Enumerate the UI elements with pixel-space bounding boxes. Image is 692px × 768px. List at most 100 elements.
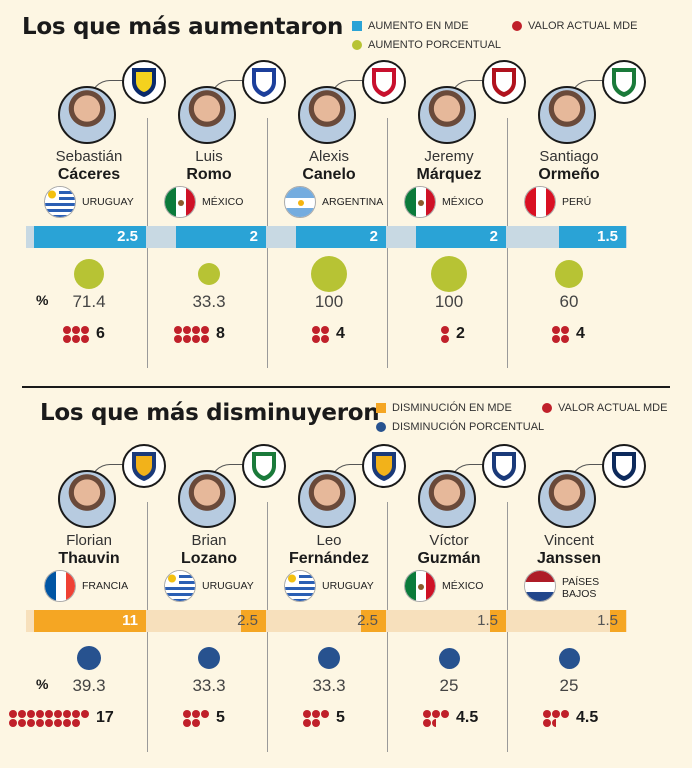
netherlands-flag-icon — [524, 570, 556, 602]
value-dot — [543, 719, 551, 727]
player-photo — [418, 470, 476, 528]
value-dot — [174, 335, 182, 343]
player-country: ARGENTINA — [322, 196, 384, 208]
value-dot — [552, 326, 560, 334]
value-dot — [552, 719, 556, 727]
player-photo — [538, 470, 596, 528]
value-dot — [27, 710, 35, 718]
bar-background — [146, 610, 267, 632]
player-first-name: Brian — [191, 532, 227, 549]
value-dot — [36, 710, 44, 718]
percent-dot — [73, 258, 105, 290]
player-country: URUGUAY — [82, 196, 134, 208]
value-dot — [9, 710, 17, 718]
percent-dot — [311, 256, 347, 292]
player-last-name: Romo — [186, 166, 232, 183]
player-photo — [58, 86, 116, 144]
value-dot — [441, 326, 449, 334]
value-dot — [192, 335, 200, 343]
current-value-label: 8 — [216, 325, 225, 342]
value-dot — [201, 326, 209, 334]
player-last-name: Canelo — [302, 166, 356, 183]
player-first-name: Luis — [195, 148, 223, 165]
bar-value-label: 1.5 — [597, 612, 618, 629]
player-photo — [538, 86, 596, 144]
orange-square-icon — [376, 403, 386, 413]
percent-label: 71.4 — [72, 292, 106, 311]
player-first-name: Víctor — [429, 532, 469, 549]
player-photo — [58, 470, 116, 528]
value-dot — [183, 719, 191, 727]
percent-label: 100 — [314, 292, 344, 311]
olive-dot-icon — [352, 40, 362, 50]
percent-symbol: % — [36, 292, 49, 308]
value-dot — [561, 335, 569, 343]
player-last-name: Lozano — [181, 550, 237, 567]
bottom-legend-bar: DISMINUCIÓN EN MDE — [376, 402, 512, 414]
value-dot — [72, 719, 80, 727]
player-country: MÉXICO — [442, 196, 484, 208]
top-legend-bar: AUMENTO EN MDE — [352, 20, 469, 32]
value-dot — [321, 710, 329, 718]
section-divider — [22, 386, 670, 388]
player-first-name: Vincent — [544, 532, 594, 549]
value-dot — [552, 335, 560, 343]
value-dot — [18, 710, 26, 718]
value-dot — [174, 326, 182, 334]
value-dot — [183, 326, 191, 334]
percent-dot — [438, 647, 460, 669]
percent-label: 25 — [439, 676, 459, 695]
monterrey-crest-icon — [602, 444, 646, 488]
bar-value-label: 11 — [122, 612, 138, 629]
value-bar — [34, 226, 146, 248]
percent-dot — [197, 262, 221, 286]
value-bar — [610, 610, 626, 632]
value-dot — [63, 710, 71, 718]
value-dot — [543, 710, 551, 718]
navy-dot-icon — [376, 422, 386, 432]
uruguay-flag-icon — [284, 570, 316, 602]
player-country: PERÚ — [562, 196, 592, 208]
atlas-crest-icon — [482, 60, 526, 104]
value-dot — [9, 719, 17, 727]
bar-background — [506, 610, 627, 632]
percent-dot — [77, 646, 101, 670]
percent-label: 100 — [434, 292, 464, 311]
value-dot — [441, 710, 449, 718]
legend-label: VALOR ACTUAL MDE — [528, 20, 638, 32]
value-dot — [54, 719, 62, 727]
france-flag-icon — [44, 570, 76, 602]
value-dot — [81, 710, 89, 718]
player-country: MÉXICO — [202, 196, 244, 208]
value-dot — [45, 719, 53, 727]
percent-dot — [555, 260, 583, 288]
bar-value-label: 2 — [369, 228, 378, 245]
player-first-name: Jeremy — [424, 148, 474, 165]
value-bar — [176, 226, 266, 248]
value-dot — [303, 710, 311, 718]
top-title: Los que más aumentaron — [22, 14, 344, 40]
player-first-name: Leo — [316, 532, 342, 549]
current-value-label: 6 — [96, 325, 105, 342]
value-dot — [63, 719, 71, 727]
mexico-flag-icon — [164, 186, 196, 218]
current-value-label: 4 — [336, 325, 345, 342]
value-dot — [423, 710, 431, 718]
value-dot — [72, 326, 80, 334]
percent-label: 33.3 — [192, 676, 226, 695]
red-dot-icon — [542, 403, 552, 413]
value-dot — [192, 710, 200, 718]
value-dot — [303, 719, 311, 727]
player-country: FRANCIA — [82, 580, 129, 592]
legend-label: VALOR ACTUAL MDE — [558, 402, 668, 414]
percent-label: 39.3 — [72, 676, 106, 695]
value-dot — [552, 710, 560, 718]
value-dot — [312, 719, 320, 727]
uruguay-flag-icon — [164, 570, 196, 602]
bar-background — [386, 610, 507, 632]
player-photo — [418, 86, 476, 144]
player-last-name: Thauvin — [58, 550, 120, 567]
player-last-name: Guzmán — [417, 550, 481, 567]
value-dot — [63, 326, 71, 334]
value-bar — [360, 610, 386, 632]
